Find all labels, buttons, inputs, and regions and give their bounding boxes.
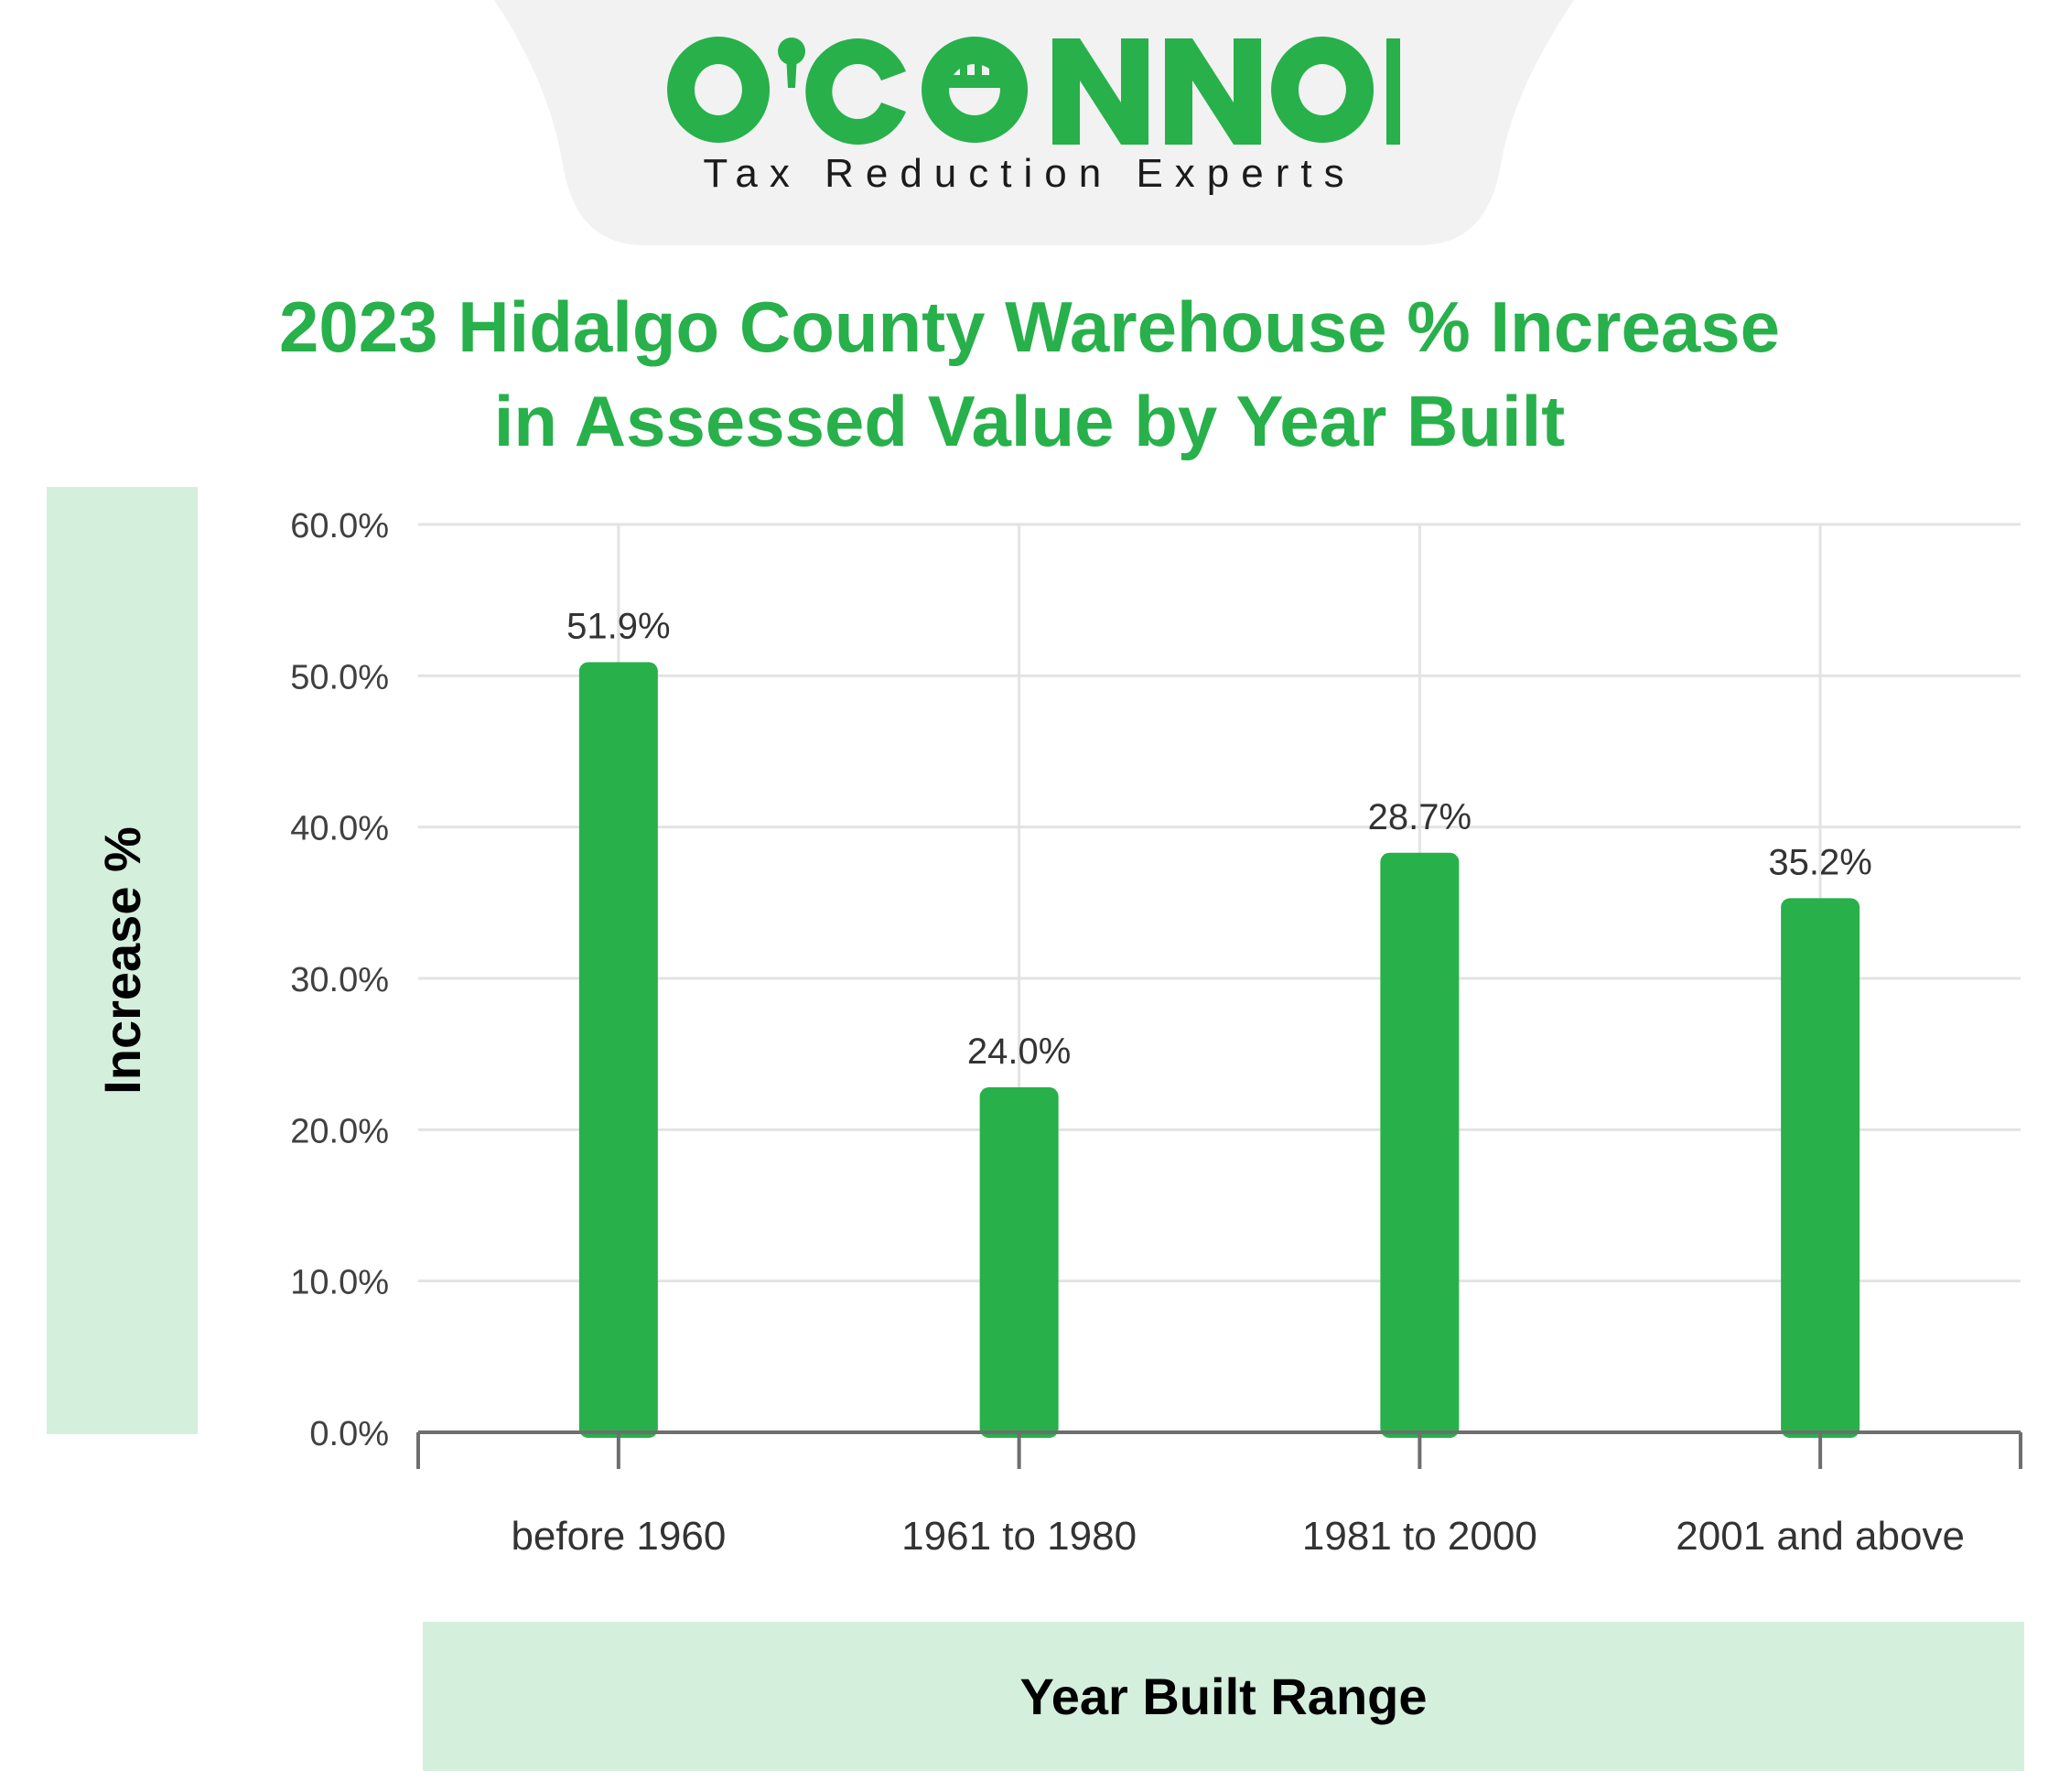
bar-1: [578, 662, 658, 1438]
bar-3: [1380, 852, 1460, 1438]
y-tick-label: 20.0%: [290, 1112, 389, 1150]
x-tick-label-4: 2001 and above: [1676, 1514, 1965, 1559]
data-label-4: 35.2%: [1768, 842, 1871, 882]
y-tick-label: 10.0%: [290, 1264, 389, 1302]
bar-4: [1781, 898, 1860, 1438]
x-tick-label-1: before 1960: [511, 1514, 726, 1559]
chart-title-line-2: in Assessed Value by Year Built: [493, 381, 1566, 461]
data-label-1: 51.9%: [566, 606, 670, 646]
x-tick-label-2: 1961 to 1980: [901, 1514, 1137, 1559]
y-axis-label-box: [47, 487, 198, 1434]
brand-logo: [667, 37, 1400, 146]
bar-2: [979, 1087, 1059, 1438]
y-tick-label: 30.0%: [290, 961, 389, 999]
brand-tagline: Tax Reduction Experts: [703, 151, 1356, 196]
y-tick-label: 0.0%: [309, 1415, 389, 1453]
y-tick-label: 40.0%: [290, 810, 389, 848]
data-label-2: 24.0%: [967, 1031, 1071, 1072]
data-label-3: 28.7%: [1368, 797, 1471, 837]
x-axis-label: Year Built Range: [1019, 1668, 1428, 1725]
y-tick-label: 60.0%: [290, 507, 389, 545]
x-tick-label-3: 1981 to 2000: [1302, 1514, 1537, 1559]
chart-title-line-1: 2023 Hidalgo County Warehouse % Increase: [279, 286, 1780, 367]
x-axis-label-box: Year Built Range: [423, 1622, 2024, 1771]
y-tick-label: 50.0%: [290, 658, 389, 696]
